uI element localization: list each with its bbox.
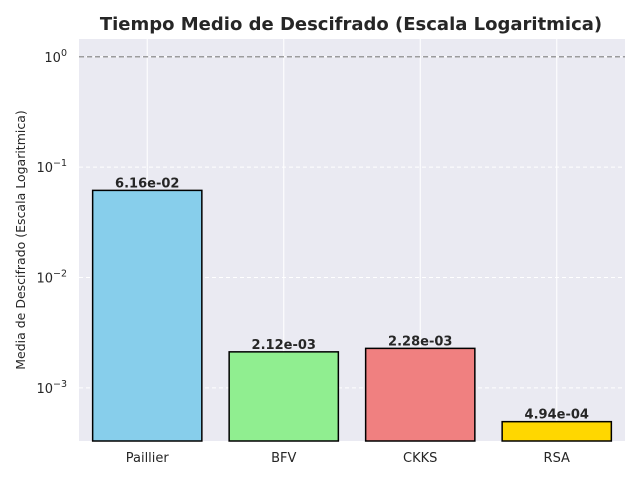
data-label: 4.94e-04 xyxy=(525,408,589,423)
bar-paillier xyxy=(91,189,203,442)
bar-bfv xyxy=(228,351,340,442)
x-tick-label: Paillier xyxy=(126,451,170,466)
y-tick-label: 10−2 xyxy=(36,269,67,287)
y-tick-label: 10−1 xyxy=(36,158,67,176)
bar-rsa xyxy=(501,420,613,442)
data-label: 2.28e-03 xyxy=(388,334,452,349)
y-tick-label: 10−3 xyxy=(36,379,67,397)
data-label: 6.16e-02 xyxy=(115,176,179,191)
x-tick-label: BFV xyxy=(271,451,296,466)
grid-layer xyxy=(79,39,625,441)
data-label: 2.12e-03 xyxy=(252,338,316,353)
ticks-layer: 10−3 10−2 10−1 100 xyxy=(36,48,67,397)
chart-title: Tiempo Medio de Descifrado (Escala Logar… xyxy=(100,14,602,35)
categories-layer: Paillier BFV CKKS RSA xyxy=(126,451,570,466)
x-tick-label: RSA xyxy=(544,451,571,466)
x-tick-label: CKKS xyxy=(403,451,437,466)
y-axis-label: Media de Descifrado (Escala Logaritmica) xyxy=(13,110,28,370)
bar-ckks xyxy=(364,347,476,442)
y-tick-label: 100 xyxy=(44,48,67,66)
labels-layer: 6.16e-02 2.12e-03 2.28e-03 4.94e-04 xyxy=(115,176,589,422)
bars-layer xyxy=(91,189,613,442)
